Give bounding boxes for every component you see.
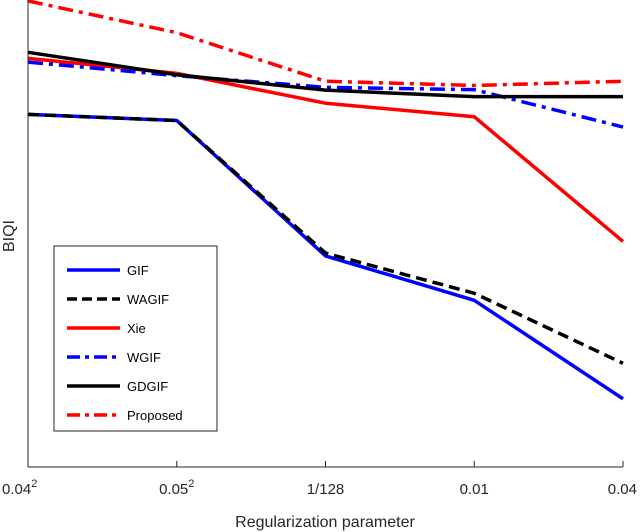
legend-label-wgif: WGIF xyxy=(127,350,161,365)
series-line-gif xyxy=(27,112,624,401)
legend-label-gif: GIF xyxy=(127,263,149,278)
legend-label-wagif: WAGIF xyxy=(127,292,169,307)
legend-label-proposed: Proposed xyxy=(127,408,183,423)
y-axis-label: BIQI xyxy=(1,220,18,252)
legend-label-gdgif: GDGIF xyxy=(127,379,168,394)
x-tick-label: 0.04 xyxy=(608,481,637,498)
legend-label-xie: Xie xyxy=(127,321,146,336)
x-tick-label: 0.01 xyxy=(460,481,489,498)
series-line-wgif xyxy=(27,60,624,129)
legend-box xyxy=(53,245,218,432)
x-tick-label: 1/128 xyxy=(307,481,345,498)
x-tick-label: 0.052 xyxy=(159,478,194,498)
series-line-gdgif xyxy=(27,50,623,99)
x-tick-layer: 0.042 0.052 1/128 0.01 0.04 xyxy=(2,461,637,498)
legend: GIF WAGIF Xie WGIF GDGIF Proposed xyxy=(53,245,218,432)
x-axis-label: Regularization parameter xyxy=(235,514,415,531)
legend-items: GIF WAGIF Xie WGIF GDGIF Proposed xyxy=(67,263,183,423)
series-line-wagif xyxy=(27,112,624,365)
x-tick-label: 0.042 xyxy=(2,478,37,498)
series-layer xyxy=(27,0,625,401)
series-line-proposed xyxy=(27,0,624,88)
